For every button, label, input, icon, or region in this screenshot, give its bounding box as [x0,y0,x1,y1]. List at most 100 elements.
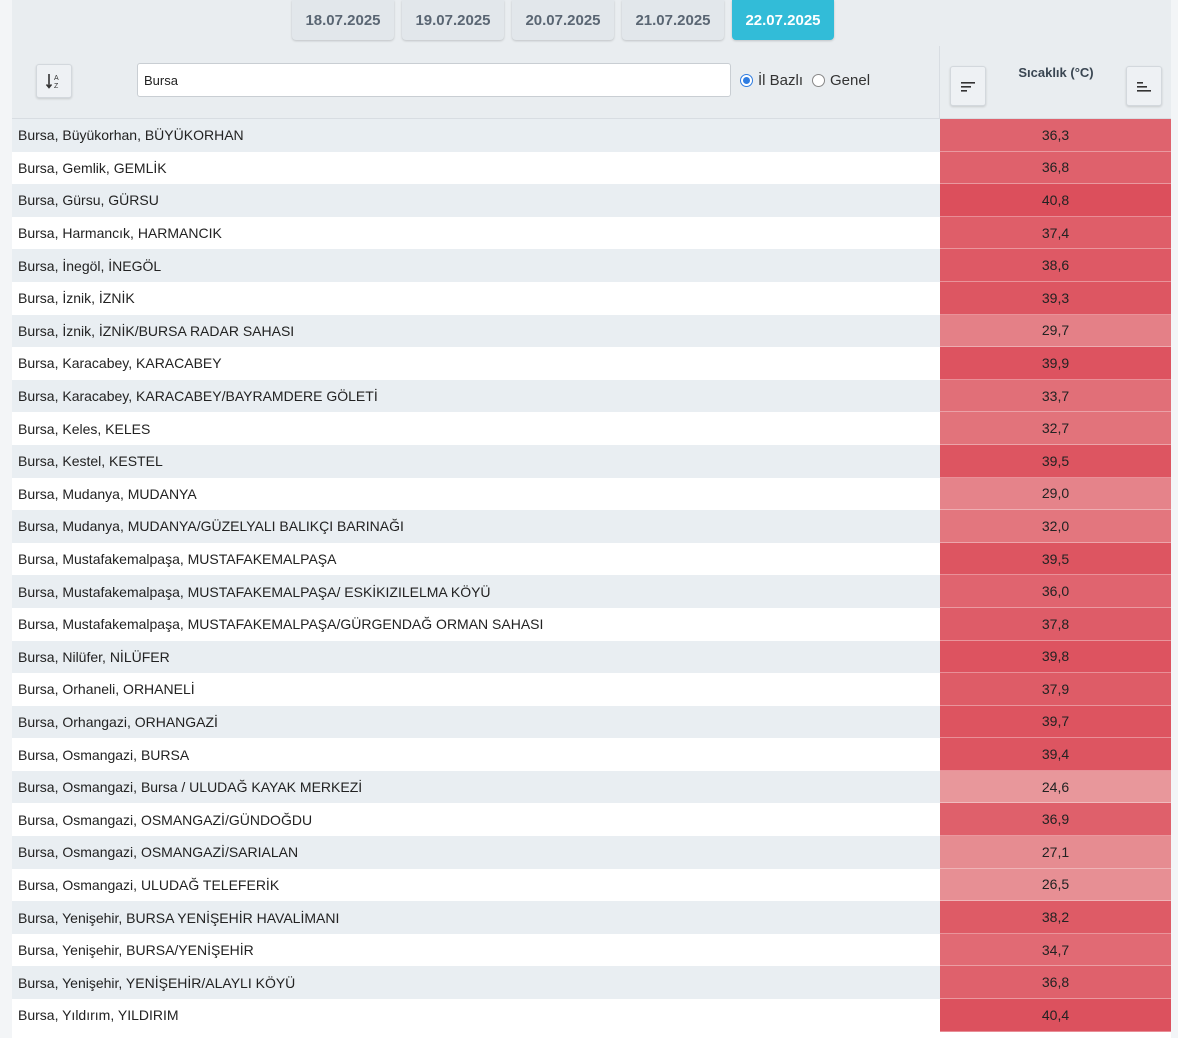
temperature-value-cell: 39,3 [940,281,1171,315]
table-row[interactable]: Bursa, Yenişehir, BURSA YENİŞEHİR HAVALİ… [12,901,1171,934]
table-row[interactable]: Bursa, Yenişehir, BURSA/YENİŞEHİR 34,7 [12,933,1171,967]
table-row[interactable]: Bursa, Mustafakemalpaşa, MUSTAFAKEMALPAŞ… [12,542,1171,576]
table-row[interactable]: Bursa, Osmangazi, BURSA 39,4 [12,738,1171,771]
station-name-cell: Bursa, İznik, İZNİK/BURSA RADAR SAHASI [12,314,940,348]
tab-date-1[interactable]: 18.07.2025 [292,0,394,40]
temperature-value-cell: 36,3 [940,119,1171,152]
station-name-cell: Bursa, Mustafakemalpaşa, MUSTAFAKEMALPAŞ… [12,575,940,608]
temperature-column-title: Sıcaklık (°C) [1018,65,1094,80]
station-name-cell: Bursa, İnegöl, İNEGÖL [12,249,940,282]
temperature-value-cell: 39,5 [940,444,1171,478]
station-name-cell: Bursa, Yenişehir, BURSA YENİŞEHİR HAVALİ… [12,901,940,934]
table-row[interactable]: Bursa, Osmangazi, ULUDAĞ TELEFERİK 26,5 [12,868,1171,902]
temperature-value-cell: 37,8 [940,607,1171,641]
station-name-cell: Bursa, Nilüfer, NİLÜFER [12,640,940,674]
tab-date-5-active[interactable]: 22.07.2025 [732,0,834,40]
table-row[interactable]: Bursa, Osmangazi, OSMANGAZİ/GÜNDOĞDU 36,9 [12,803,1171,837]
temperature-value-cell: 40,4 [940,999,1171,1032]
station-name-cell: Bursa, Orhaneli, ORHANELİ [12,673,940,706]
station-name-cell: Bursa, Yenişehir, BURSA/YENİŞEHİR [12,933,940,967]
station-name-cell: Bursa, İznik, İZNİK [12,281,940,315]
tab-date-3[interactable]: 20.07.2025 [512,0,614,40]
temperature-value-cell: 36,8 [940,151,1171,185]
station-name-cell: Bursa, Orhangazi, ORHANGAZİ [12,705,940,739]
temperature-value-cell: 32,7 [940,412,1171,445]
temperature-value-cell: 33,7 [940,379,1171,413]
table-row[interactable]: Bursa, Orhangazi, ORHANGAZİ 39,7 [12,705,1171,739]
tab-date-4[interactable]: 21.07.2025 [622,0,724,40]
temperature-value-cell: 34,7 [940,933,1171,967]
station-name-cell: Bursa, Karacabey, KARACABEY/BAYRAMDERE G… [12,379,940,413]
svg-text:A: A [54,75,59,82]
table-row[interactable]: Bursa, Yenişehir, YENİŞEHİR/ALAYLI KÖYÜ 3… [12,966,1171,1000]
table-row[interactable]: Bursa, Osmangazi, OSMANGAZİ/SARIALAN 27,1 [12,836,1171,869]
table-row[interactable]: Bursa, Mudanya, MUDANYA 29,0 [12,477,1171,511]
tab-date-2[interactable]: 19.07.2025 [402,0,504,40]
table-row[interactable]: Bursa, Karacabey, KARACABEY/BAYRAMDERE G… [12,379,1171,413]
temperature-value-cell: 38,2 [940,901,1171,934]
station-name-cell: Bursa, Yenişehir, YENİŞEHİR/ALAYLI KÖYÜ [12,966,940,1000]
table-row[interactable]: Bursa, Gürsu, GÜRSU 40,8 [12,184,1171,217]
filter-radio-group: İl Bazlı Genel [740,69,879,91]
table-row[interactable]: Bursa, Nilüfer, NİLÜFER 39,8 [12,640,1171,674]
temperature-value-cell: 36,9 [940,803,1171,837]
station-name-cell: Bursa, Büyükorhan, BÜYÜKORHAN [12,119,940,152]
sort-alpha-icon: A Z [45,74,59,90]
temperature-value-cell: 40,8 [940,184,1171,217]
table-row[interactable]: Bursa, Mudanya, MUDANYA/GÜZELYALI BALIKÇ… [12,510,1171,543]
temperature-value-cell: 38,6 [940,249,1171,282]
station-name-cell: Bursa, Osmangazi, ULUDAĞ TELEFERİK [12,868,940,902]
temperature-value-cell: 27,1 [940,836,1171,869]
station-name-cell: Bursa, Osmangazi, Bursa / ULUDAĞ KAYAK M… [12,770,940,804]
radio-il-bazli[interactable] [740,73,753,87]
date-tabs-bar: 18.07.2025 19.07.2025 20.07.2025 21.07.2… [12,0,1171,46]
temperature-value-cell: 36,8 [940,966,1171,1000]
table-row[interactable]: Bursa, Kestel, KESTEL 39,5 [12,444,1171,478]
search-input[interactable] [137,63,731,97]
temperature-value-cell: 39,9 [940,347,1171,380]
station-name-cell: Bursa, Mudanya, MUDANYA/GÜZELYALI BALIKÇ… [12,510,940,543]
station-name-cell: Bursa, Gemlik, GEMLİK [12,151,940,185]
sort-ascending-icon [1137,82,1151,92]
temperature-value-cell: 29,0 [940,477,1171,511]
temperature-column-header: Sıcaklık (°C) [939,46,1172,118]
station-name-cell: Bursa, Karacabey, KARACABEY [12,347,940,380]
sort-ascending-button[interactable] [1126,66,1162,106]
station-name-cell: Bursa, Osmangazi, OSMANGAZİ/GÜNDOĞDU [12,803,940,837]
sort-alpha-button[interactable]: A Z [36,64,72,98]
table-row[interactable]: Bursa, Mustafakemalpaşa, MUSTAFAKEMALPAŞ… [12,607,1171,641]
station-name-cell: Bursa, Mustafakemalpaşa, MUSTAFAKEMALPAŞ… [12,607,940,641]
station-name-cell: Bursa, Yıldırım, YILDIRIM [12,999,940,1032]
table-row[interactable]: Bursa, Orhaneli, ORHANELİ 37,9 [12,673,1171,706]
station-name-cell: Bursa, Harmancık, HARMANCIK [12,216,940,250]
data-table-body: Bursa, Büyükorhan, BÜYÜKORHAN 36,3 Bursa, … [12,119,1171,1032]
table-row[interactable]: Bursa, Mustafakemalpaşa, MUSTAFAKEMALPAŞ… [12,575,1171,608]
station-name-cell: Bursa, Gürsu, GÜRSU [12,184,940,217]
radio-il-bazli-label: İl Bazlı [758,71,804,89]
table-row[interactable]: Bursa, Gemlik, GEMLİK 36,8 [12,151,1171,185]
table-row[interactable]: Bursa, Karacabey, KARACABEY 39,9 [12,347,1171,380]
table-row[interactable]: Bursa, Harmancık, HARMANCIK 37,4 [12,216,1171,250]
temperature-value-cell: 39,5 [940,542,1171,576]
radio-genel[interactable] [812,73,826,87]
temperature-value-cell: 26,5 [940,868,1171,902]
table-row[interactable]: Bursa, İznik, İZNİK/BURSA RADAR SAHASI 29… [12,314,1171,348]
table-row[interactable]: Bursa, Osmangazi, Bursa / ULUDAĞ KAYAK M… [12,770,1171,804]
table-row[interactable]: Bursa, Yıldırım, YILDIRIM 40,4 [12,999,1171,1032]
table-row[interactable]: Bursa, İznik, İZNİK 39,3 [12,281,1171,315]
station-name-cell: Bursa, Osmangazi, OSMANGAZİ/SARIALAN [12,836,940,869]
temperature-value-cell: 29,7 [940,314,1171,348]
temperature-value-cell: 39,7 [940,705,1171,739]
temperature-value-cell: 39,8 [940,640,1171,674]
temperature-value-cell: 37,9 [940,673,1171,706]
sort-descending-icon [961,82,975,92]
table-row[interactable]: Bursa, Keles, KELES 32,7 [12,412,1171,445]
table-row[interactable]: Bursa, Büyükorhan, BÜYÜKORHAN 36,3 [12,119,1171,152]
station-name-cell: Bursa, Osmangazi, BURSA [12,738,940,771]
svg-text:Z: Z [54,83,59,90]
sort-descending-button[interactable] [950,66,986,106]
station-name-cell: Bursa, Mudanya, MUDANYA [12,477,940,511]
table-header: A Z İl Bazlı Genel Sıcaklık (°C) [12,46,1171,119]
temperature-value-cell: 37,4 [940,216,1171,250]
table-row[interactable]: Bursa, İnegöl, İNEGÖL 38,6 [12,249,1171,282]
